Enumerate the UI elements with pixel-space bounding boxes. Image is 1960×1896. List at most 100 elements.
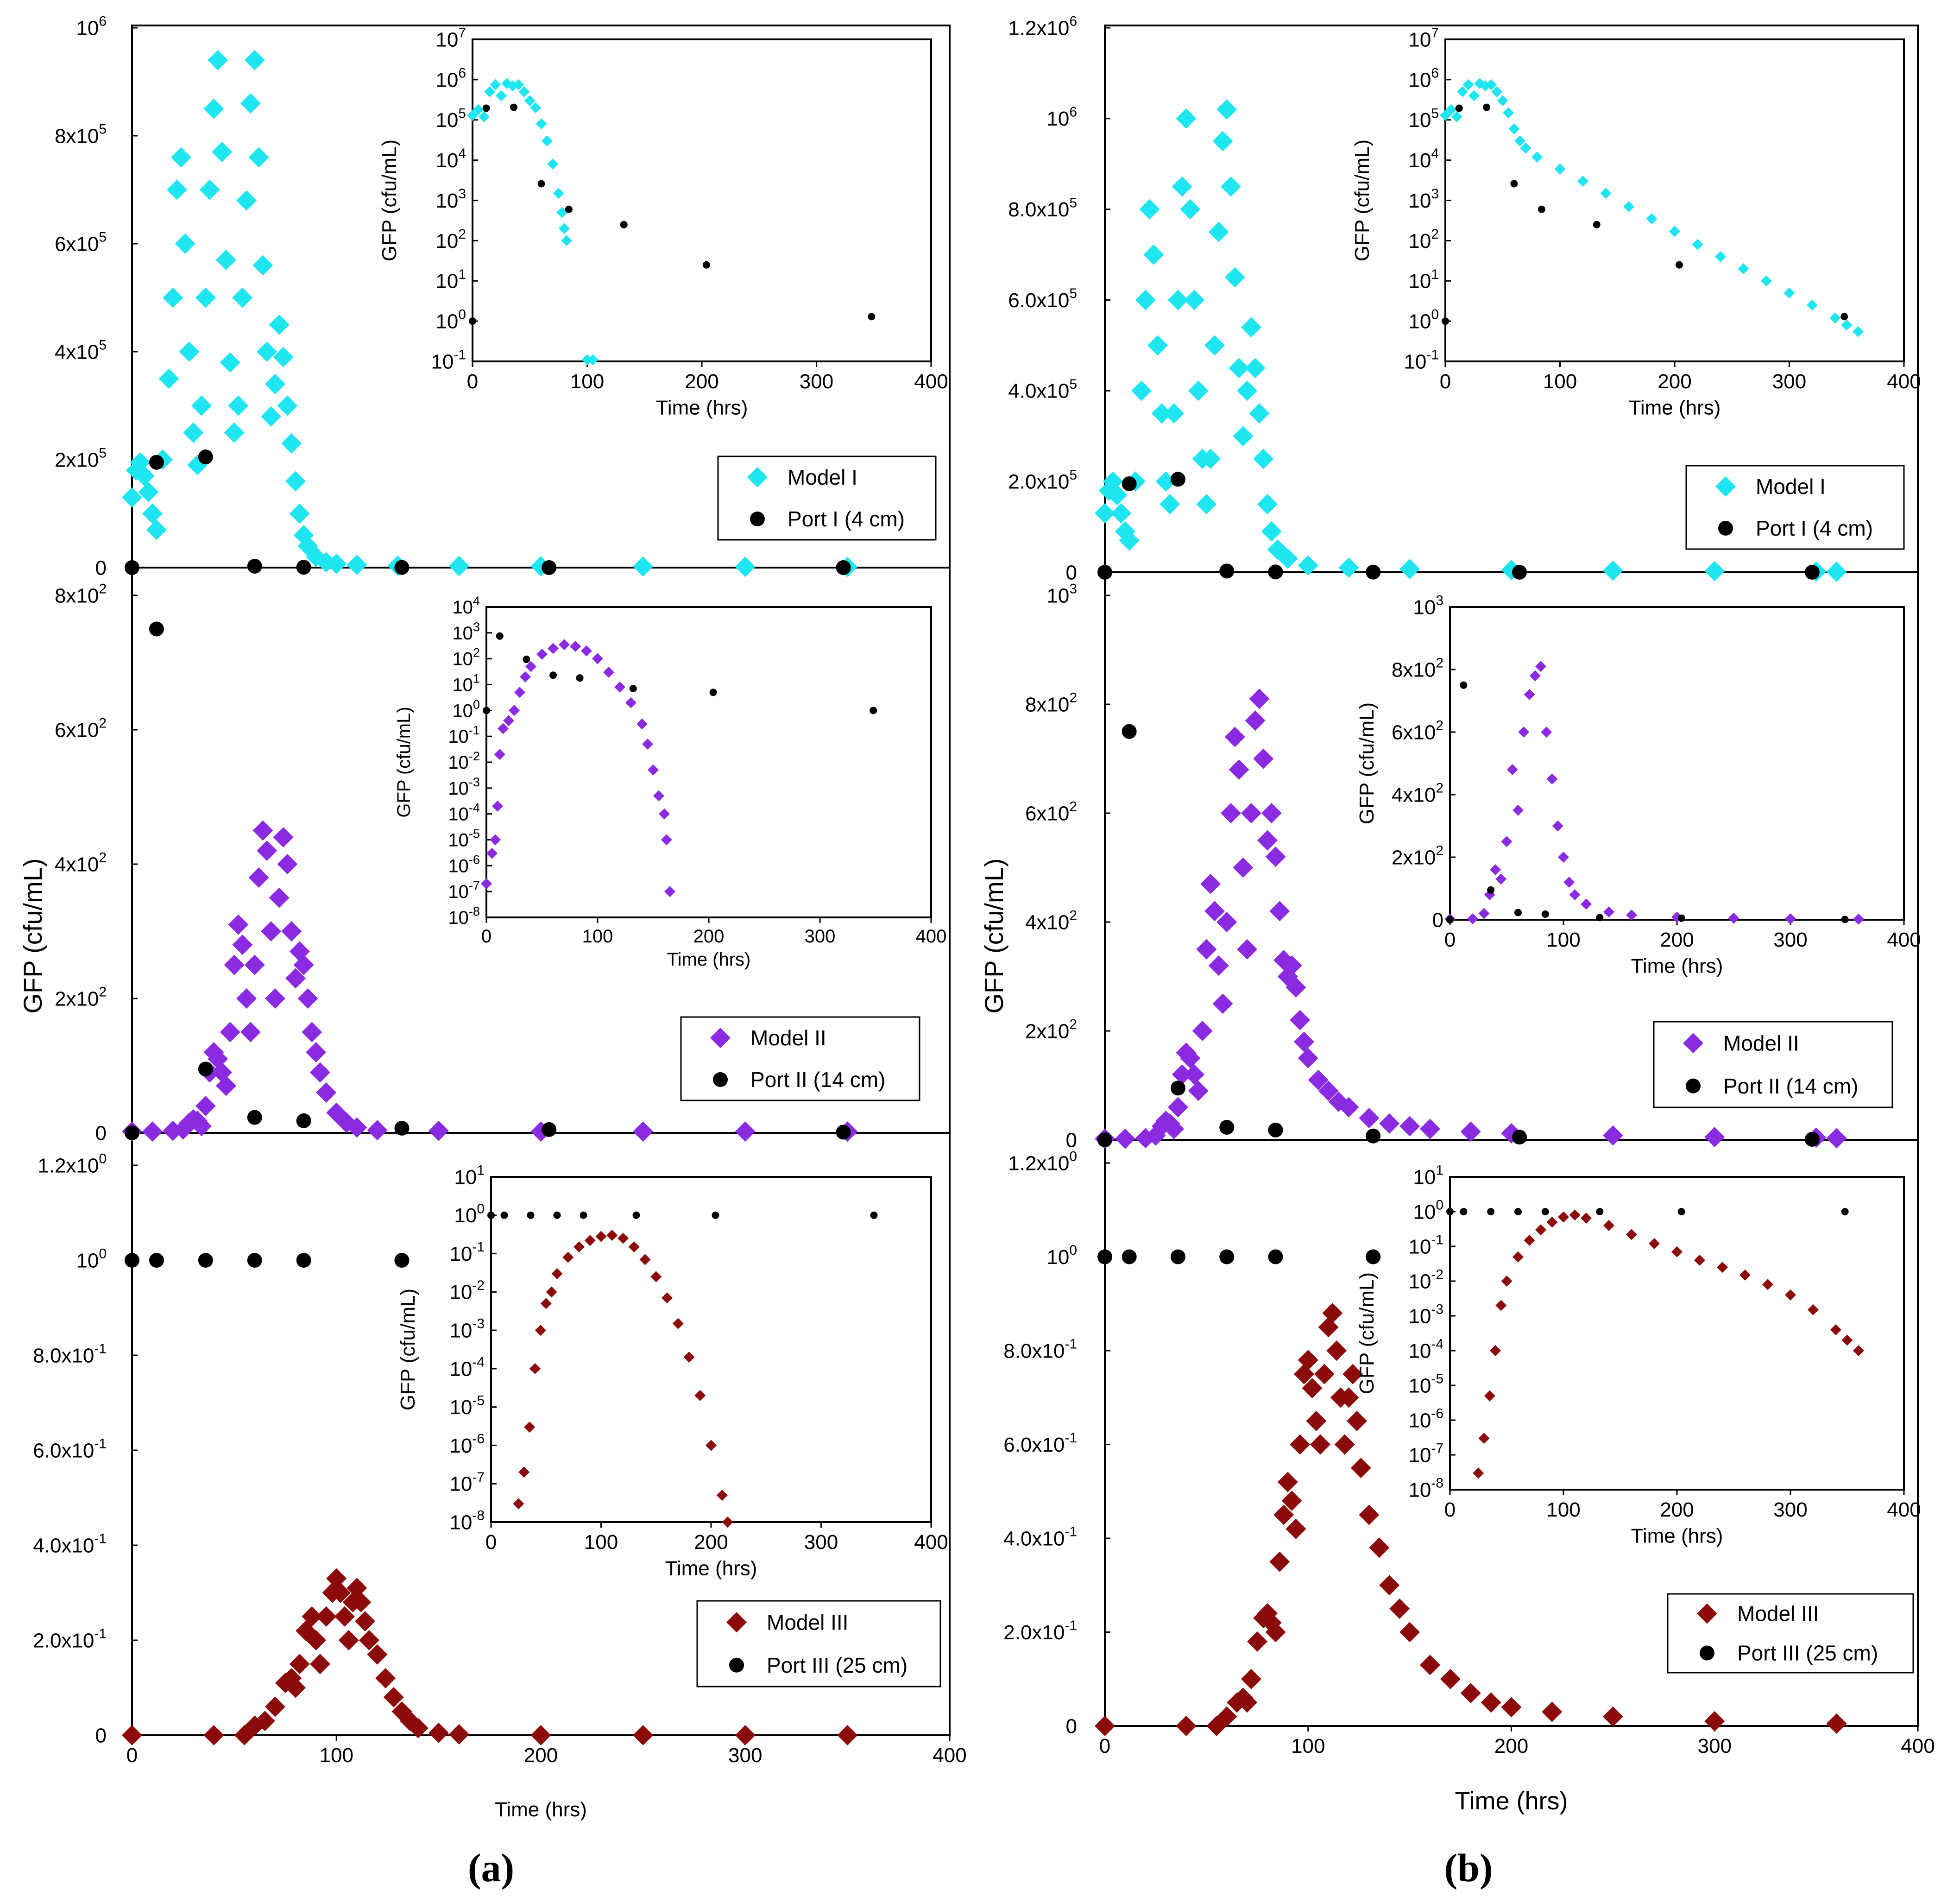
x-tick-label: 100 (584, 1531, 618, 1554)
y-tick-label: 100 (76, 1246, 107, 1272)
y-tick-label: 103 (1408, 186, 1439, 212)
data-point (1440, 1668, 1461, 1689)
x-tick-label: 400 (916, 926, 947, 947)
data-point (134, 465, 155, 486)
data-point (449, 1724, 469, 1744)
data-point (1277, 548, 1298, 569)
data-point (536, 648, 548, 660)
data-point (570, 641, 581, 652)
data-point (1147, 335, 1168, 356)
data-point (537, 180, 545, 188)
data-point (1717, 1262, 1728, 1273)
data-point (473, 104, 484, 115)
data-point (1603, 906, 1614, 918)
data-point (1491, 86, 1503, 98)
y-tick-label: 2x102 (1392, 843, 1443, 869)
data-point (1192, 1021, 1213, 1041)
data-point (1369, 1537, 1390, 1558)
shared-ylabel-b: GFP (cfu/mL) (979, 858, 1008, 1013)
y-tick-label: 0 (1066, 1715, 1077, 1738)
data-point (1119, 530, 1140, 551)
data-point (1253, 449, 1274, 469)
data-point (1785, 913, 1796, 924)
data-point (672, 1318, 684, 1329)
y-tick-label: 107 (435, 25, 466, 51)
legend: Model III Port III (25 cm) (1667, 1593, 1914, 1674)
x-tick-label: 0 (1099, 1735, 1110, 1757)
y-tick-label: 10-2 (448, 749, 480, 773)
y-tick-label: 103 (1046, 581, 1077, 607)
data-point (1506, 764, 1518, 775)
y-tick-label: 4x102 (1392, 781, 1443, 807)
y-tick-label: 101 (1413, 1163, 1443, 1189)
data-point (183, 422, 204, 443)
data-point (198, 1062, 213, 1077)
y-tick-label: 10-7 (449, 1470, 485, 1496)
data-point (1675, 261, 1683, 269)
x-tick-label: 200 (524, 1744, 558, 1767)
data-point (265, 1696, 285, 1717)
y-axis-title: GFP (cfu/mL) (1351, 139, 1374, 261)
data-point (1350, 1458, 1371, 1479)
data-point (1514, 1208, 1522, 1215)
data-point (469, 317, 476, 325)
data-point (702, 261, 710, 269)
x-tick-label: 300 (1773, 1498, 1807, 1521)
data-point (1490, 864, 1501, 875)
y-tick-label: 6.0x10-1 (1003, 1430, 1077, 1456)
y-tick-label: 106 (435, 65, 466, 91)
data-point (1221, 176, 1242, 197)
data-point (1531, 151, 1543, 163)
y-tick-label: 10-1 (448, 723, 480, 747)
data-point (302, 1022, 322, 1043)
data-point (1495, 873, 1507, 885)
data-point (1208, 221, 1229, 242)
data-point (536, 118, 547, 130)
legend-marker (747, 467, 768, 487)
data-point (236, 988, 257, 1009)
y-tick-label: 103 (1413, 593, 1443, 619)
data-point (1581, 1213, 1592, 1224)
data-point (1826, 561, 1847, 582)
data-point (1286, 1518, 1306, 1539)
data-point (1602, 560, 1623, 581)
data-point (1478, 908, 1490, 919)
data-point (870, 707, 877, 714)
y-tick-label: 103 (435, 186, 466, 212)
data-point (1529, 670, 1541, 682)
y-tick-label: 100 (1413, 1198, 1443, 1224)
x-tick-label: 0 (1440, 370, 1451, 393)
data-point (1167, 290, 1188, 310)
y-tick-label: 102 (452, 645, 480, 670)
data-point (518, 1466, 530, 1478)
data-point (551, 1268, 563, 1279)
data-point (285, 968, 306, 989)
x-tick-label: 200 (693, 926, 725, 947)
inset-frame (490, 1176, 932, 1523)
data-point (509, 705, 520, 716)
data-point (1563, 877, 1575, 888)
data-point (1265, 1622, 1286, 1643)
data-point (565, 205, 573, 213)
data-point (1518, 727, 1530, 738)
series-port-iii-25-cm- (1097, 1249, 1381, 1264)
data-point (1176, 108, 1197, 129)
series-model-ii (122, 820, 858, 1142)
data-point (500, 1211, 508, 1219)
data-point (541, 135, 553, 147)
data-point (1512, 564, 1527, 580)
series-model-iii (1473, 1209, 1864, 1479)
x-tick-label: 400 (933, 1744, 966, 1767)
data-point (224, 422, 245, 443)
data-point (495, 90, 507, 101)
data-point (1538, 205, 1545, 213)
series-port-ii-14-cm- (125, 621, 851, 1140)
y-tick-label: 10-8 (448, 904, 480, 928)
data-point (490, 834, 501, 846)
y-tick-label: 0 (1066, 561, 1077, 584)
data-point (1677, 1208, 1685, 1215)
y-tick-label: 2.0x10-1 (1003, 1618, 1077, 1644)
data-point (683, 1351, 695, 1363)
data-point (1097, 565, 1112, 580)
data-point (553, 188, 564, 199)
